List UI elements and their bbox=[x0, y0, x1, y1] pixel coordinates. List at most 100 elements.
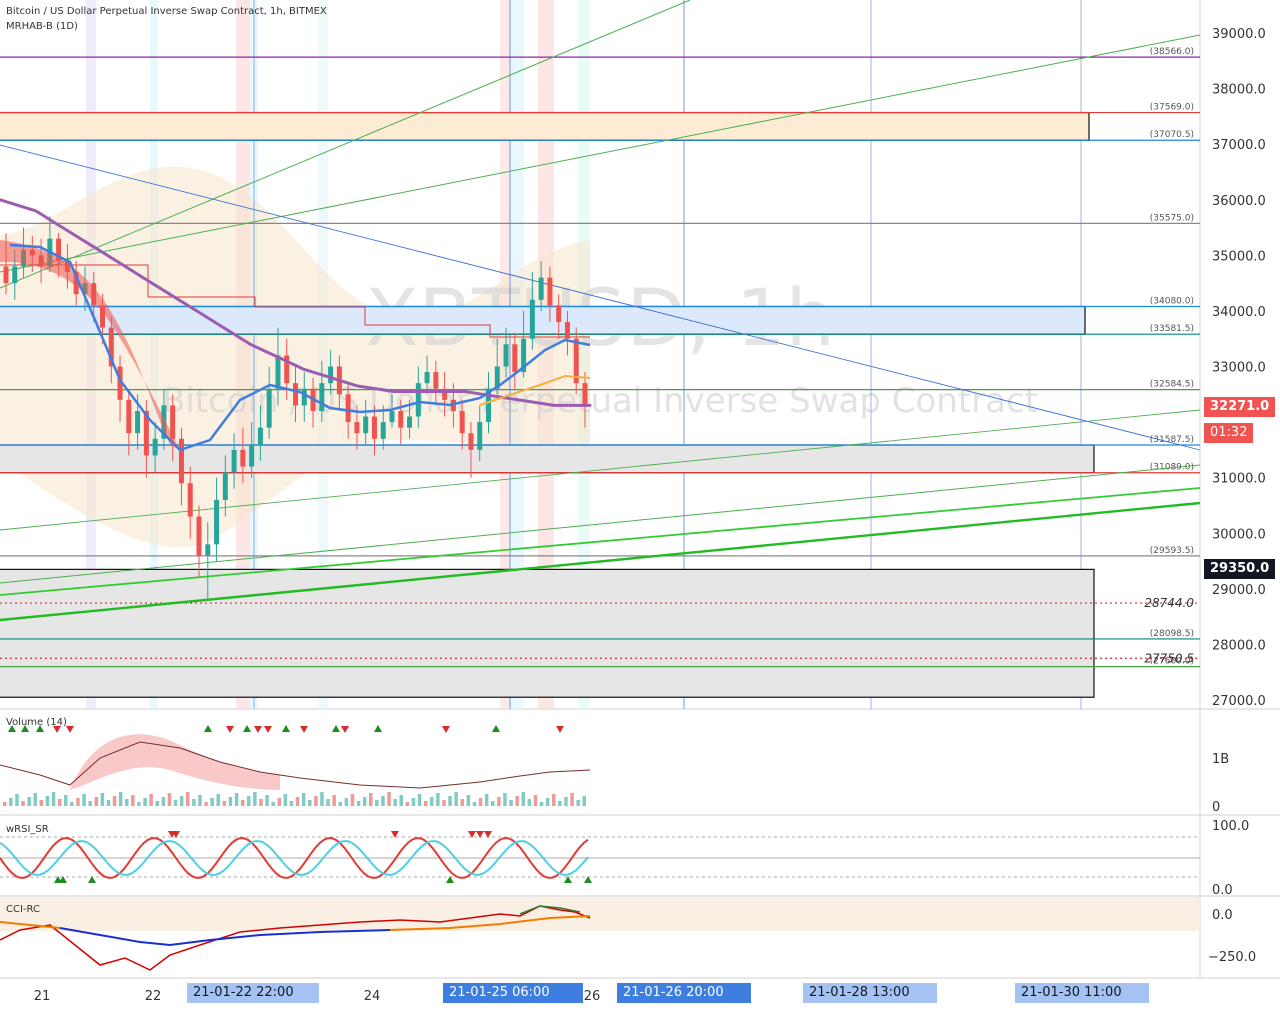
rsi-buy-marker bbox=[564, 876, 572, 883]
trendline-4 bbox=[0, 487, 1201, 596]
candle-body bbox=[266, 388, 272, 428]
volume-bar bbox=[234, 793, 239, 806]
volume-bar bbox=[454, 792, 458, 806]
volume-bar bbox=[39, 800, 44, 806]
candle-body bbox=[231, 449, 237, 473]
volume-bar bbox=[497, 797, 501, 806]
trendline-1 bbox=[0, 34, 1201, 273]
candle-body bbox=[205, 544, 211, 556]
volume-signal-down bbox=[442, 726, 450, 733]
x-tick-26: 26 bbox=[584, 989, 601, 1004]
candle-body bbox=[345, 394, 351, 423]
candle-body bbox=[398, 410, 404, 428]
candle-body bbox=[187, 483, 193, 517]
dotted-level-label-0: 28744.0 bbox=[1144, 596, 1194, 610]
volume-bar bbox=[308, 800, 312, 806]
rsi-sell-marker bbox=[476, 831, 484, 838]
time-label-0122: 21-01-22 22:00 bbox=[187, 983, 319, 1003]
crosshair-price-badge: 29350.0 bbox=[1204, 559, 1276, 579]
volume-bar bbox=[472, 802, 477, 806]
x-tick-24: 24 bbox=[364, 989, 381, 1004]
candle-body bbox=[389, 410, 395, 423]
trendline-5 bbox=[0, 501, 1201, 622]
fast-ma-blue bbox=[9, 243, 591, 452]
cci-ma-orange-left bbox=[0, 921, 61, 929]
volume-bar bbox=[289, 801, 294, 806]
zone-3 bbox=[0, 568, 1095, 698]
volume-bar bbox=[179, 796, 184, 806]
volume-bar bbox=[247, 796, 251, 806]
rsi-sell-marker bbox=[172, 831, 180, 838]
candle-body bbox=[126, 399, 132, 434]
candle-body bbox=[56, 238, 62, 261]
volume-bar bbox=[149, 794, 153, 806]
candle-body bbox=[424, 372, 430, 384]
candle-body bbox=[354, 422, 360, 434]
volume-bar bbox=[240, 800, 245, 806]
price-axis: 39000.0 38000.0 37000.0 36000.0 35000.0 34000… bbox=[1212, 27, 1266, 709]
level-label-10: (29593.5) bbox=[1150, 546, 1194, 556]
volume-bar bbox=[484, 794, 489, 806]
price-tick-4: 35000.0 bbox=[1212, 249, 1266, 264]
volume-signal-up bbox=[36, 725, 44, 732]
candle-body bbox=[529, 299, 535, 339]
volume-bar bbox=[106, 800, 111, 806]
candle-body bbox=[143, 410, 149, 456]
chart-subtitle: MRHAB-B (1D) bbox=[6, 21, 78, 32]
countdown-badge: 01:32 bbox=[1204, 423, 1254, 443]
volume-bar bbox=[576, 800, 580, 806]
candle-body bbox=[468, 433, 474, 450]
volume-bar bbox=[552, 794, 556, 806]
candle-body bbox=[415, 383, 421, 417]
rsi-sell-marker bbox=[484, 831, 492, 838]
candle-body bbox=[135, 410, 141, 434]
volume-bar bbox=[356, 801, 361, 806]
level-label-4: (35575.0) bbox=[1150, 213, 1194, 223]
volume-bar bbox=[503, 793, 507, 806]
volume-bar bbox=[515, 796, 519, 806]
price-tick-1: 38000.0 bbox=[1212, 83, 1266, 98]
volume-signal-down bbox=[300, 726, 308, 733]
volume-bar bbox=[423, 801, 428, 806]
volume-signal-up bbox=[243, 725, 251, 732]
candle-body bbox=[319, 383, 325, 411]
candle-body bbox=[494, 366, 500, 389]
volume-bar bbox=[186, 792, 190, 806]
vol-tick-0: 0 bbox=[1212, 800, 1220, 815]
volume-bar bbox=[3, 802, 7, 806]
volume-bar bbox=[198, 795, 202, 806]
volume-bar bbox=[88, 801, 92, 806]
volume-bar bbox=[277, 798, 281, 806]
volume-signal-down bbox=[53, 726, 61, 733]
rsi-buy-marker bbox=[584, 876, 592, 883]
volume-bar bbox=[222, 801, 227, 806]
candle-body bbox=[284, 355, 290, 384]
level-label-6: (33581.5) bbox=[1150, 324, 1194, 334]
candle-body bbox=[196, 516, 202, 556]
candle-body bbox=[503, 344, 509, 367]
volume-bar bbox=[173, 800, 178, 806]
volume-bar bbox=[539, 802, 544, 806]
slow-ma-orange bbox=[479, 374, 591, 406]
volume-bar bbox=[167, 793, 172, 806]
candle-body bbox=[108, 327, 114, 367]
volume-bar bbox=[381, 796, 385, 806]
price-tick-7: 31000.0 bbox=[1212, 472, 1266, 487]
ribbon-red bbox=[0, 240, 180, 450]
dotted-level-label-1: 27750.5 bbox=[1144, 651, 1194, 665]
volume-bar bbox=[332, 795, 336, 806]
volume-signal-up bbox=[204, 725, 212, 732]
volume-signal-up bbox=[332, 725, 340, 732]
time-label-0130: 21-01-30 11:00 bbox=[1015, 983, 1149, 1003]
candle-body bbox=[538, 277, 544, 300]
rsi-tick-100: 100.0 bbox=[1212, 819, 1249, 834]
x-tick-21: 21 bbox=[34, 989, 51, 1004]
rsi-buy-marker bbox=[446, 876, 454, 883]
price-tick-6: 33000.0 bbox=[1212, 361, 1266, 376]
candle-body bbox=[547, 277, 553, 306]
candle-body bbox=[380, 422, 386, 439]
volume-pane bbox=[0, 725, 591, 806]
volume-bar bbox=[228, 797, 233, 806]
